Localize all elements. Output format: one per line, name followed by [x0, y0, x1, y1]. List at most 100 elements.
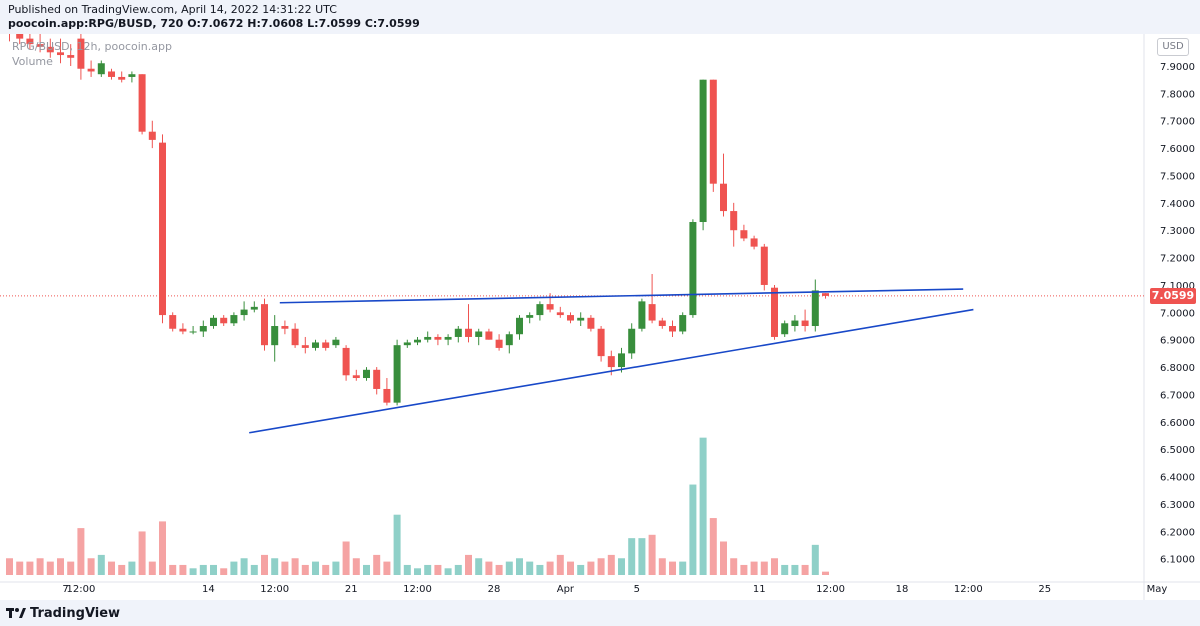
candle-body — [536, 304, 544, 316]
volume-bar — [189, 568, 197, 575]
volume-bar — [709, 518, 717, 575]
volume-bar — [291, 558, 299, 575]
volume-bar — [36, 558, 44, 575]
price-tick-label: 6.5000 — [1160, 445, 1195, 456]
candle-body — [16, 34, 24, 39]
price-tick-label: 6.7000 — [1160, 390, 1195, 401]
price-tick-label: 7.4000 — [1160, 199, 1195, 210]
volume-bar — [210, 564, 217, 575]
volume-bar — [230, 561, 238, 575]
candle-body — [26, 38, 34, 45]
open-value: 7.0672 — [200, 17, 244, 30]
time-tick-label: 12:00 — [403, 584, 432, 595]
volume-bar — [424, 564, 432, 575]
currency-button[interactable]: USD — [1157, 38, 1189, 56]
candle-body — [77, 38, 85, 69]
candle-body — [475, 331, 483, 337]
volume-bar — [648, 534, 656, 575]
volume-bar — [822, 571, 829, 575]
candle-body — [169, 315, 177, 329]
candle-body — [781, 323, 789, 335]
price-tick-label: 7.7000 — [1160, 117, 1195, 128]
volume-bar — [658, 558, 666, 575]
candle-body — [87, 68, 95, 72]
volume-bar — [281, 561, 289, 575]
volume-bar — [220, 568, 228, 575]
candle-body — [505, 334, 513, 346]
volume-bar — [363, 564, 370, 575]
price-tick-label: 7.9000 — [1160, 62, 1195, 73]
candle-body — [556, 312, 564, 316]
candle-body — [46, 46, 54, 53]
candle-body — [740, 230, 748, 239]
chart-area[interactable]: 7.9000 7.8000 7.7000 7.6000 7.5000 7.4000 7.30… — [0, 34, 1200, 600]
volume-bar — [730, 558, 738, 575]
volume-bar — [516, 558, 523, 575]
candle-body — [281, 326, 289, 329]
candle-body — [597, 328, 605, 357]
candle-body — [720, 183, 727, 212]
volume-bar — [199, 564, 207, 575]
close-label: C: — [364, 17, 378, 30]
candle-body — [148, 131, 156, 140]
volume-bar — [475, 558, 483, 575]
volume-bar — [393, 514, 401, 575]
candle-body — [638, 301, 646, 329]
volume-bar — [791, 564, 799, 575]
volume-bar — [577, 564, 585, 575]
chart-canvas[interactable]: 7.9000 7.8000 7.7000 7.6000 7.5000 7.4000 7.30… — [0, 34, 1200, 600]
price-tick-label: 6.2000 — [1160, 527, 1195, 538]
volume-bar — [87, 558, 95, 575]
published-text: Published on TradingView.com, April 14, … — [8, 3, 337, 16]
close-value: 7.0599 — [377, 17, 420, 30]
volume-bar — [526, 561, 534, 575]
volume-bar — [118, 564, 126, 575]
volume-bar — [57, 558, 64, 575]
volume-bar — [444, 568, 452, 575]
volume-bar — [148, 561, 156, 575]
time-tick-label: 28 — [488, 584, 501, 595]
volume-bar — [546, 561, 554, 575]
volume-bar — [495, 564, 503, 575]
candle-body — [811, 290, 819, 327]
time-tick-label: 12:00 — [816, 584, 845, 595]
candle-body — [526, 315, 534, 318]
candle-body — [628, 328, 636, 354]
candle-body — [67, 55, 75, 58]
volume-bar — [261, 554, 268, 575]
volume-bar — [250, 564, 258, 575]
candle-body — [679, 315, 687, 332]
tradingview-logo[interactable]: TradingView — [6, 604, 120, 622]
candle-body — [618, 353, 625, 368]
price-tick-label: 6.8000 — [1160, 363, 1195, 374]
candle-body — [97, 63, 105, 75]
candle-body — [393, 345, 401, 403]
candle-body — [312, 342, 319, 348]
trendline-resistance — [279, 288, 964, 304]
candle-body — [220, 317, 228, 324]
time-tick-label: 14 — [202, 584, 215, 595]
candle-body — [465, 328, 472, 337]
candle-body — [199, 326, 207, 332]
volume-bar — [138, 531, 146, 575]
time-tick-label: 21 — [345, 584, 358, 595]
volume-bar — [373, 554, 381, 575]
candle-body — [383, 388, 391, 403]
candle-body — [250, 306, 258, 310]
volume-bar — [597, 558, 605, 575]
candle-body — [301, 345, 309, 348]
candle-body — [424, 336, 432, 340]
high-value: 7.0608 — [260, 17, 304, 30]
price-tick-label: 7.8000 — [1160, 89, 1195, 100]
candle-body — [179, 328, 187, 332]
candle-body — [587, 317, 595, 329]
published-header: Published on TradingView.com, April 14, … — [0, 0, 1200, 34]
price-tick-label: 7.6000 — [1160, 144, 1195, 155]
price-tick-label: 7.3000 — [1160, 226, 1195, 237]
volume-bar — [720, 541, 727, 575]
candle-body — [138, 74, 146, 132]
volume-bar — [567, 561, 574, 575]
time-tick-label: Apr — [557, 584, 575, 595]
price-tick-label: 7.0000 — [1160, 308, 1195, 319]
volume-bar — [465, 554, 472, 575]
